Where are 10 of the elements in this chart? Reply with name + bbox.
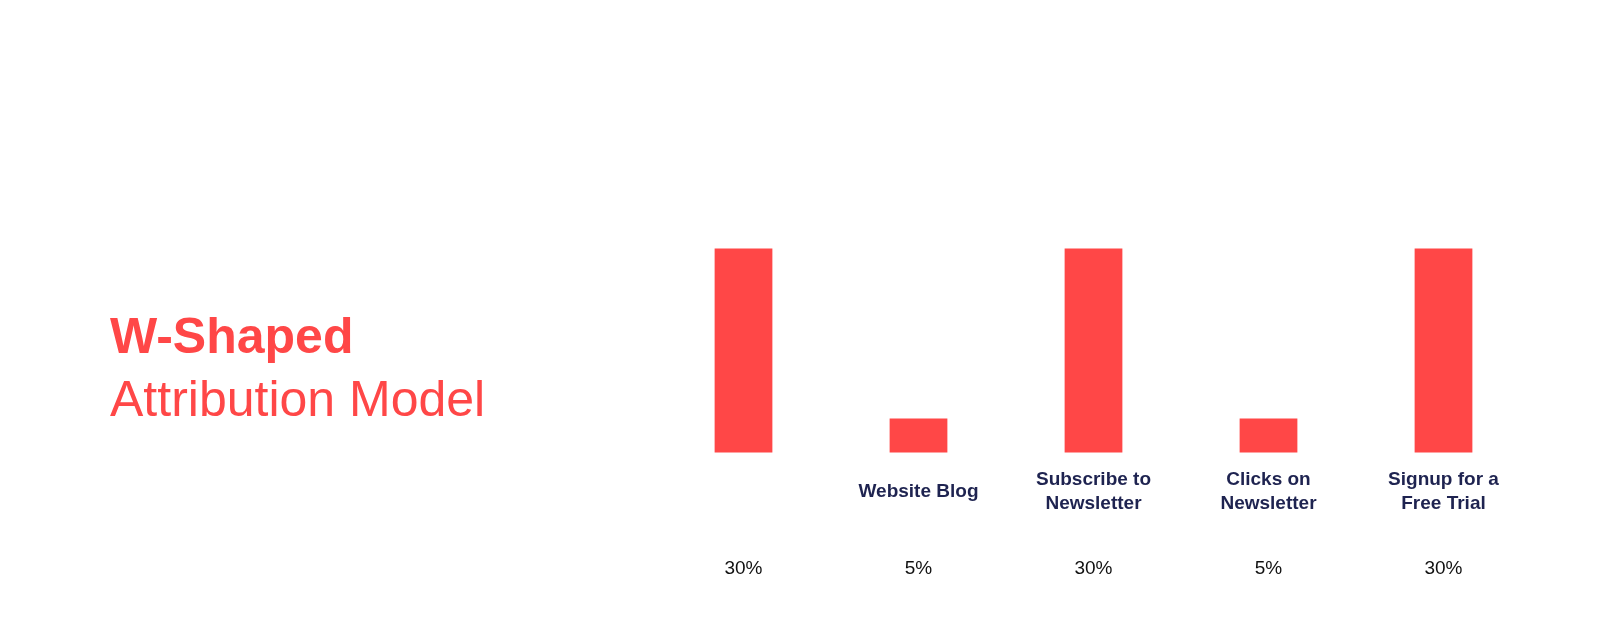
data-label: 30% — [724, 557, 763, 578]
data-label: 30% — [1424, 557, 1463, 578]
text: W-Shaped Attribution Model — [109, 307, 487, 429]
x-tick-label: Signup for a Free Trial — [1388, 467, 1500, 514]
x-tick-label: Clicks on Newsletter — [1220, 467, 1318, 514]
data-label: 5% — [1254, 557, 1283, 578]
data-label: 5% — [904, 557, 933, 578]
x-tick-label: Website Blog — [858, 480, 979, 501]
x-tick-label: Subscribe to Newsletter — [1035, 467, 1152, 514]
data-label: 30% — [1074, 557, 1113, 578]
